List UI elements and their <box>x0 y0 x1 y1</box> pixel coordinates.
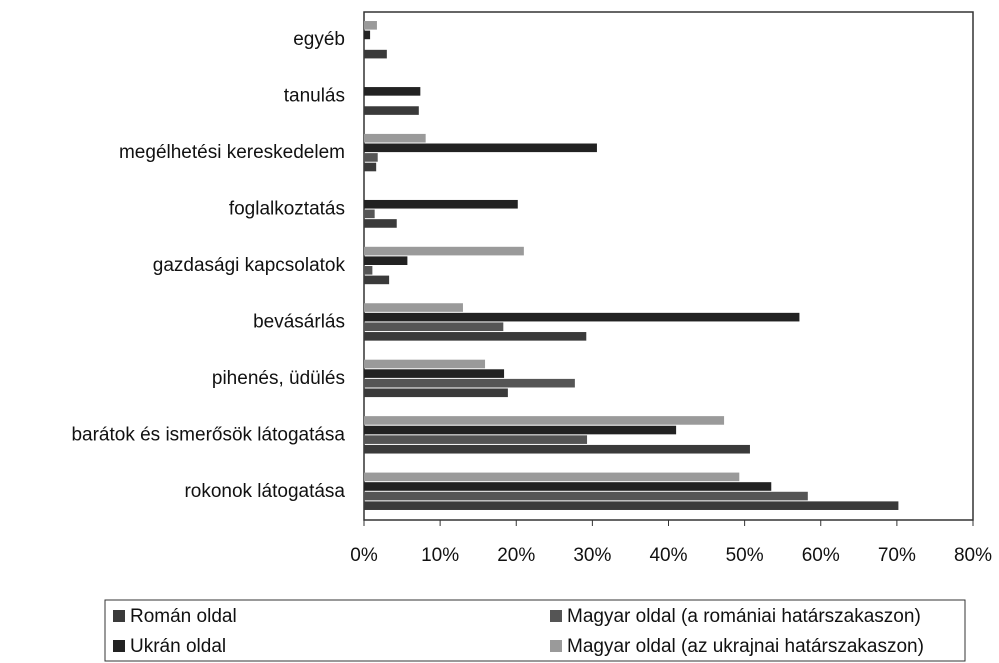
bar <box>364 369 505 378</box>
y-tick-label: rokonok látogatása <box>184 481 345 502</box>
x-tick-label: 20% <box>497 545 535 566</box>
x-tick-label: 10% <box>421 545 459 566</box>
bar <box>364 332 587 341</box>
y-tick-label: egyéb <box>293 29 345 50</box>
y-tick-label: bevásárlás <box>253 311 345 332</box>
bar <box>364 482 772 491</box>
bar <box>364 388 508 398</box>
bar <box>364 209 375 219</box>
bar <box>364 30 371 40</box>
legend-swatch <box>113 610 125 622</box>
bar <box>364 425 677 435</box>
legend-label: Magyar oldal (az ukrajnai határszakaszon… <box>567 636 924 657</box>
bar <box>364 435 588 444</box>
bar <box>364 359 486 369</box>
y-tick-label: tanulás <box>284 86 345 107</box>
y-tick-label: barátok és ismerősök látogatása <box>71 424 345 445</box>
x-tick-label: 70% <box>878 545 916 566</box>
y-tick-label: pihenés, üdülés <box>212 368 345 389</box>
x-tick-label: 40% <box>649 545 687 566</box>
bar <box>364 153 378 162</box>
bar <box>364 106 419 115</box>
bar <box>364 49 387 59</box>
legend-box <box>104 599 966 662</box>
bar <box>364 246 524 256</box>
bar <box>364 162 377 172</box>
bar <box>364 256 408 265</box>
legend-label: Magyar oldal (a romániai határszakaszon) <box>567 606 921 627</box>
legend-swatch <box>550 640 562 652</box>
bar <box>364 219 397 228</box>
bar <box>364 501 899 510</box>
bar <box>364 416 725 425</box>
bar <box>364 275 390 285</box>
bar <box>364 322 504 332</box>
y-tick-label: gazdasági kapcsolatok <box>153 255 346 276</box>
bar <box>364 312 800 322</box>
x-tick-label: 50% <box>726 545 764 566</box>
bar <box>364 143 597 153</box>
legend-label: Román oldal <box>130 606 237 627</box>
legend-swatch <box>550 610 562 622</box>
x-tick-label: 0% <box>350 545 378 566</box>
x-tick-label: 80% <box>954 545 992 566</box>
bar <box>364 444 750 454</box>
bar <box>364 472 740 482</box>
x-tick-label: 30% <box>573 545 611 566</box>
bar <box>364 21 377 30</box>
bar <box>364 303 463 312</box>
bar <box>364 133 426 143</box>
bar <box>364 199 518 209</box>
legend-label: Ukrán oldal <box>130 636 226 657</box>
bar <box>364 491 808 501</box>
y-tick-label: megélhetési kereskedelem <box>119 142 345 163</box>
bar <box>364 378 575 388</box>
y-tick-label: foglalkoztatás <box>229 199 345 220</box>
bar <box>364 87 421 96</box>
x-tick-label: 60% <box>802 545 840 566</box>
bar <box>364 266 373 275</box>
legend-swatch <box>113 640 125 652</box>
